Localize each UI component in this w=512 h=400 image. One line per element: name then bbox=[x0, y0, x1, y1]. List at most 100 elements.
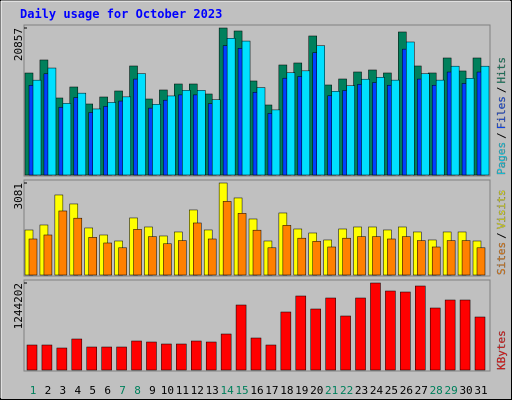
bar bbox=[450, 65, 460, 176]
bar bbox=[41, 344, 53, 371]
bar bbox=[391, 79, 400, 176]
bar bbox=[88, 237, 97, 276]
bar bbox=[182, 90, 191, 176]
bar bbox=[476, 247, 486, 276]
bar bbox=[122, 96, 131, 176]
bar bbox=[252, 229, 262, 276]
bar bbox=[161, 343, 172, 371]
x-tick-label: 10 bbox=[161, 384, 174, 397]
legend-entry: KBytes bbox=[495, 330, 508, 370]
x-tick-label: 27 bbox=[415, 384, 428, 397]
bar bbox=[103, 242, 112, 276]
bar bbox=[226, 38, 236, 176]
x-tick-label: 25 bbox=[385, 384, 398, 397]
x-tick-label: 12 bbox=[191, 384, 204, 397]
legend-separator: / bbox=[495, 87, 508, 94]
bar bbox=[461, 240, 471, 276]
bar bbox=[387, 238, 396, 276]
x-tick-label: 31 bbox=[474, 384, 487, 397]
bar bbox=[133, 229, 142, 276]
bar bbox=[402, 236, 411, 276]
bar bbox=[118, 247, 127, 276]
x-tick-label: 21 bbox=[325, 384, 338, 397]
bar bbox=[71, 338, 83, 371]
bar bbox=[137, 73, 146, 176]
x-tick-label: 8 bbox=[134, 384, 141, 397]
legend: Sites / Visits bbox=[495, 190, 508, 276]
bar bbox=[372, 236, 381, 276]
bar bbox=[56, 347, 68, 371]
bar bbox=[316, 45, 325, 176]
bar bbox=[92, 108, 101, 176]
x-tick-label: 3 bbox=[60, 384, 67, 397]
x-tick-label: 13 bbox=[206, 384, 219, 397]
bar bbox=[297, 237, 307, 276]
x-tick-label: 28 bbox=[430, 384, 443, 397]
bar bbox=[406, 41, 415, 176]
legend-separator: / bbox=[495, 132, 508, 139]
bar bbox=[101, 346, 112, 371]
legend: KBytes bbox=[495, 330, 508, 370]
x-tick-label: 18 bbox=[280, 384, 293, 397]
legend-separator: / bbox=[495, 232, 508, 239]
x-tick-label: 4 bbox=[74, 384, 81, 397]
bar bbox=[256, 87, 266, 176]
bar bbox=[148, 236, 157, 276]
bar bbox=[417, 240, 426, 276]
x-tick-label: 1 bbox=[30, 384, 37, 397]
x-tick-label: 7 bbox=[119, 384, 126, 397]
bar bbox=[235, 304, 247, 371]
panel-frame bbox=[23, 179, 491, 277]
bar bbox=[376, 77, 385, 176]
bar bbox=[282, 225, 292, 276]
y-tick-label: 1244202 bbox=[12, 283, 25, 329]
bar bbox=[301, 70, 311, 176]
bar bbox=[444, 299, 456, 371]
bar bbox=[295, 295, 307, 371]
bar bbox=[152, 104, 161, 176]
bar bbox=[459, 299, 471, 371]
x-tick-label: 22 bbox=[340, 384, 353, 397]
bar bbox=[446, 240, 456, 276]
legend-entry: Visits bbox=[495, 190, 508, 230]
bar bbox=[355, 297, 366, 371]
bar bbox=[178, 240, 187, 276]
bar bbox=[191, 340, 202, 371]
bar bbox=[131, 340, 142, 371]
bar bbox=[222, 201, 232, 276]
bar bbox=[26, 344, 38, 371]
x-tick-label: 14 bbox=[221, 384, 235, 397]
bar bbox=[431, 246, 441, 276]
x-tick-label: 2 bbox=[45, 384, 52, 397]
bar bbox=[286, 72, 296, 176]
bar bbox=[220, 333, 232, 371]
bar bbox=[280, 311, 292, 371]
x-tick-label: 26 bbox=[400, 384, 413, 397]
bar bbox=[429, 307, 441, 371]
bar bbox=[77, 92, 87, 176]
bar bbox=[346, 85, 355, 176]
bar bbox=[86, 346, 97, 371]
x-tick-label: 5 bbox=[89, 384, 96, 397]
bar bbox=[465, 78, 475, 176]
bar bbox=[193, 222, 202, 276]
x-tick-label: 24 bbox=[370, 384, 384, 397]
bar bbox=[271, 109, 281, 176]
x-tick-label: 9 bbox=[149, 384, 156, 397]
bar bbox=[237, 213, 247, 276]
x-tick-label: 19 bbox=[295, 384, 308, 397]
bar bbox=[415, 285, 426, 371]
x-tick-label: 17 bbox=[265, 384, 278, 397]
bar bbox=[342, 237, 351, 276]
bar bbox=[400, 291, 411, 371]
bar bbox=[370, 282, 381, 371]
x-tick-label: 20 bbox=[310, 384, 323, 397]
legend-entry: Sites bbox=[495, 242, 508, 275]
bar bbox=[47, 67, 57, 176]
panel-frame bbox=[23, 24, 491, 177]
x-tick-label: 11 bbox=[176, 384, 189, 397]
bar bbox=[310, 308, 321, 371]
bar bbox=[176, 343, 187, 371]
x-tick-label: 16 bbox=[250, 384, 263, 397]
